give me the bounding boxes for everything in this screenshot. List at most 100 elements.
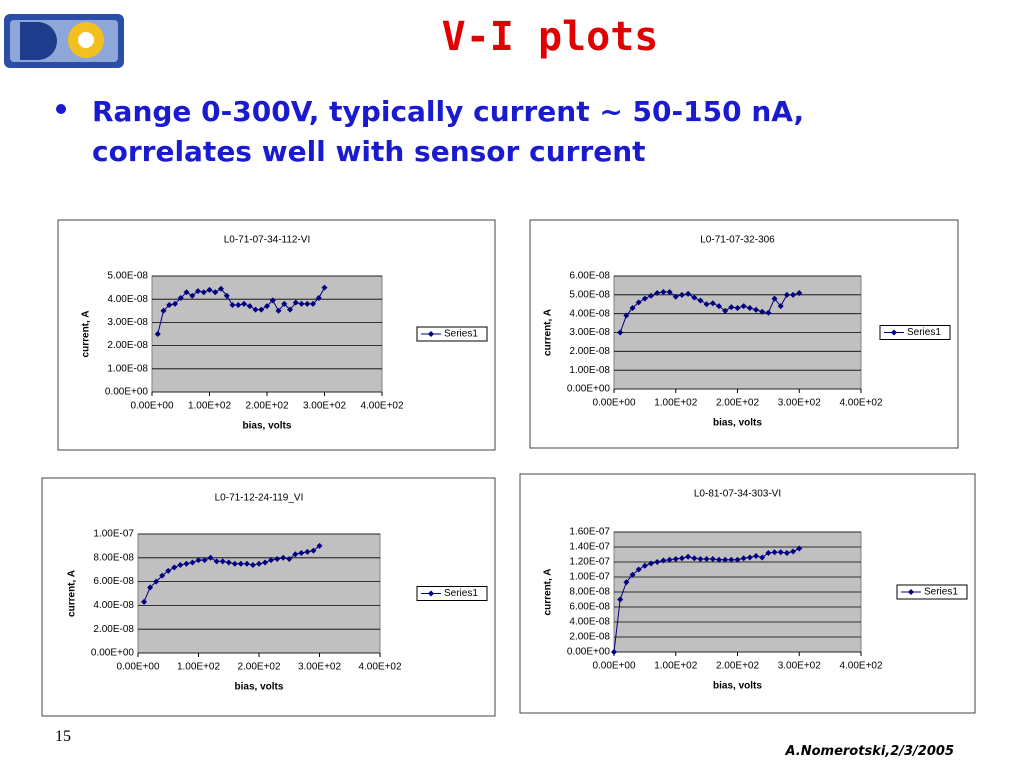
data-point xyxy=(316,542,323,549)
legend-box xyxy=(416,586,488,601)
data-point xyxy=(771,295,778,302)
data-point xyxy=(286,555,293,562)
data-point xyxy=(321,284,328,291)
data-point xyxy=(264,303,270,310)
data-point xyxy=(617,329,624,336)
x-tick-label: 4.00E+02 xyxy=(358,662,402,673)
data-point xyxy=(268,557,275,564)
data-point xyxy=(635,299,642,306)
data-point xyxy=(160,307,167,314)
data-point xyxy=(237,560,244,567)
x-tick-label: 2.00E+02 xyxy=(237,662,281,673)
data-point xyxy=(243,560,250,567)
data-point xyxy=(759,308,766,315)
x-tick-label: 2.00E+02 xyxy=(716,661,760,672)
y-axis-label: current, A xyxy=(543,569,554,616)
y-tick-label: 1.00E-08 xyxy=(107,363,148,374)
data-point xyxy=(617,596,624,603)
data-point xyxy=(304,548,311,555)
data-point xyxy=(201,557,208,564)
data-point xyxy=(298,300,305,307)
data-point xyxy=(225,559,232,566)
y-tick-label: 6.00E-08 xyxy=(569,271,610,282)
x-tick-label: 1.00E+02 xyxy=(177,662,221,673)
data-point xyxy=(292,551,299,558)
data-point xyxy=(660,289,667,296)
y-tick-label: 0.00E+00 xyxy=(567,384,611,395)
legend-marker xyxy=(428,331,434,337)
data-point xyxy=(728,304,735,311)
x-tick-label: 4.00E+02 xyxy=(360,401,404,412)
data-point xyxy=(258,306,265,313)
data-point xyxy=(623,579,630,586)
data-point xyxy=(715,556,722,563)
data-point xyxy=(796,289,803,296)
data-point xyxy=(207,554,214,561)
x-axis-label: bias, volts xyxy=(235,682,284,693)
data-point xyxy=(759,554,766,561)
data-point xyxy=(722,556,729,563)
y-tick-label: 1.40E-07 xyxy=(569,542,610,553)
x-tick-label: 1.00E+02 xyxy=(654,661,698,672)
data-point xyxy=(219,558,226,565)
bullet-dot xyxy=(56,104,66,114)
x-tick-label: 0.00E+00 xyxy=(592,661,636,672)
data-point xyxy=(262,559,269,566)
data-point xyxy=(654,559,661,565)
data-point xyxy=(177,295,184,302)
data-point xyxy=(654,289,661,296)
data-point xyxy=(171,564,178,571)
y-tick-label: 4.00E-08 xyxy=(107,294,148,305)
data-point xyxy=(777,303,784,310)
data-point xyxy=(635,566,642,573)
x-tick-label: 0.00E+00 xyxy=(592,398,636,409)
data-point xyxy=(697,297,704,304)
bullet-text: Range 0-300V, typically current ~ 50-150… xyxy=(92,95,805,168)
data-point xyxy=(666,289,673,296)
x-tick-label: 3.00E+02 xyxy=(778,398,822,409)
data-point xyxy=(728,556,735,563)
x-tick-label: 2.00E+02 xyxy=(716,398,760,409)
data-point xyxy=(229,302,236,308)
y-axis-label: current, A xyxy=(67,570,78,617)
y-tick-label: 3.00E-08 xyxy=(107,317,148,328)
y-tick-label: 3.00E-08 xyxy=(569,327,610,338)
x-tick-label: 3.00E+02 xyxy=(298,662,342,673)
logo xyxy=(4,14,124,68)
data-point xyxy=(691,294,698,301)
data-point xyxy=(753,306,760,313)
data-point xyxy=(189,559,196,566)
legend-label: Series1 xyxy=(907,327,941,338)
data-point xyxy=(165,567,172,574)
data-point xyxy=(281,300,288,307)
data-point xyxy=(740,555,747,562)
data-point xyxy=(790,548,797,555)
x-tick-label: 3.00E+02 xyxy=(303,401,347,412)
data-point xyxy=(195,288,201,295)
data-point xyxy=(777,549,784,556)
x-axis-label: bias, volts xyxy=(243,421,292,432)
data-point xyxy=(753,553,760,559)
data-point xyxy=(734,556,741,563)
data-point xyxy=(231,560,238,567)
data-point xyxy=(790,291,797,298)
data-point xyxy=(195,557,202,564)
x-tick-label: 4.00E+02 xyxy=(839,398,883,409)
data-point xyxy=(629,305,636,312)
data-point xyxy=(206,286,213,293)
y-tick-label: 0.00E+00 xyxy=(91,648,135,659)
x-tick-label: 0.00E+00 xyxy=(116,662,160,673)
legend-marker xyxy=(891,329,897,336)
data-point xyxy=(141,598,148,605)
legend-box xyxy=(416,326,488,342)
data-point xyxy=(685,290,692,297)
data-point xyxy=(292,299,299,306)
data-point xyxy=(641,295,648,302)
data-point xyxy=(783,550,790,556)
data-point xyxy=(223,292,230,299)
y-tick-label: 0.00E+00 xyxy=(105,387,149,398)
data-point xyxy=(153,578,160,585)
y-axis-label: current, A xyxy=(81,311,92,358)
